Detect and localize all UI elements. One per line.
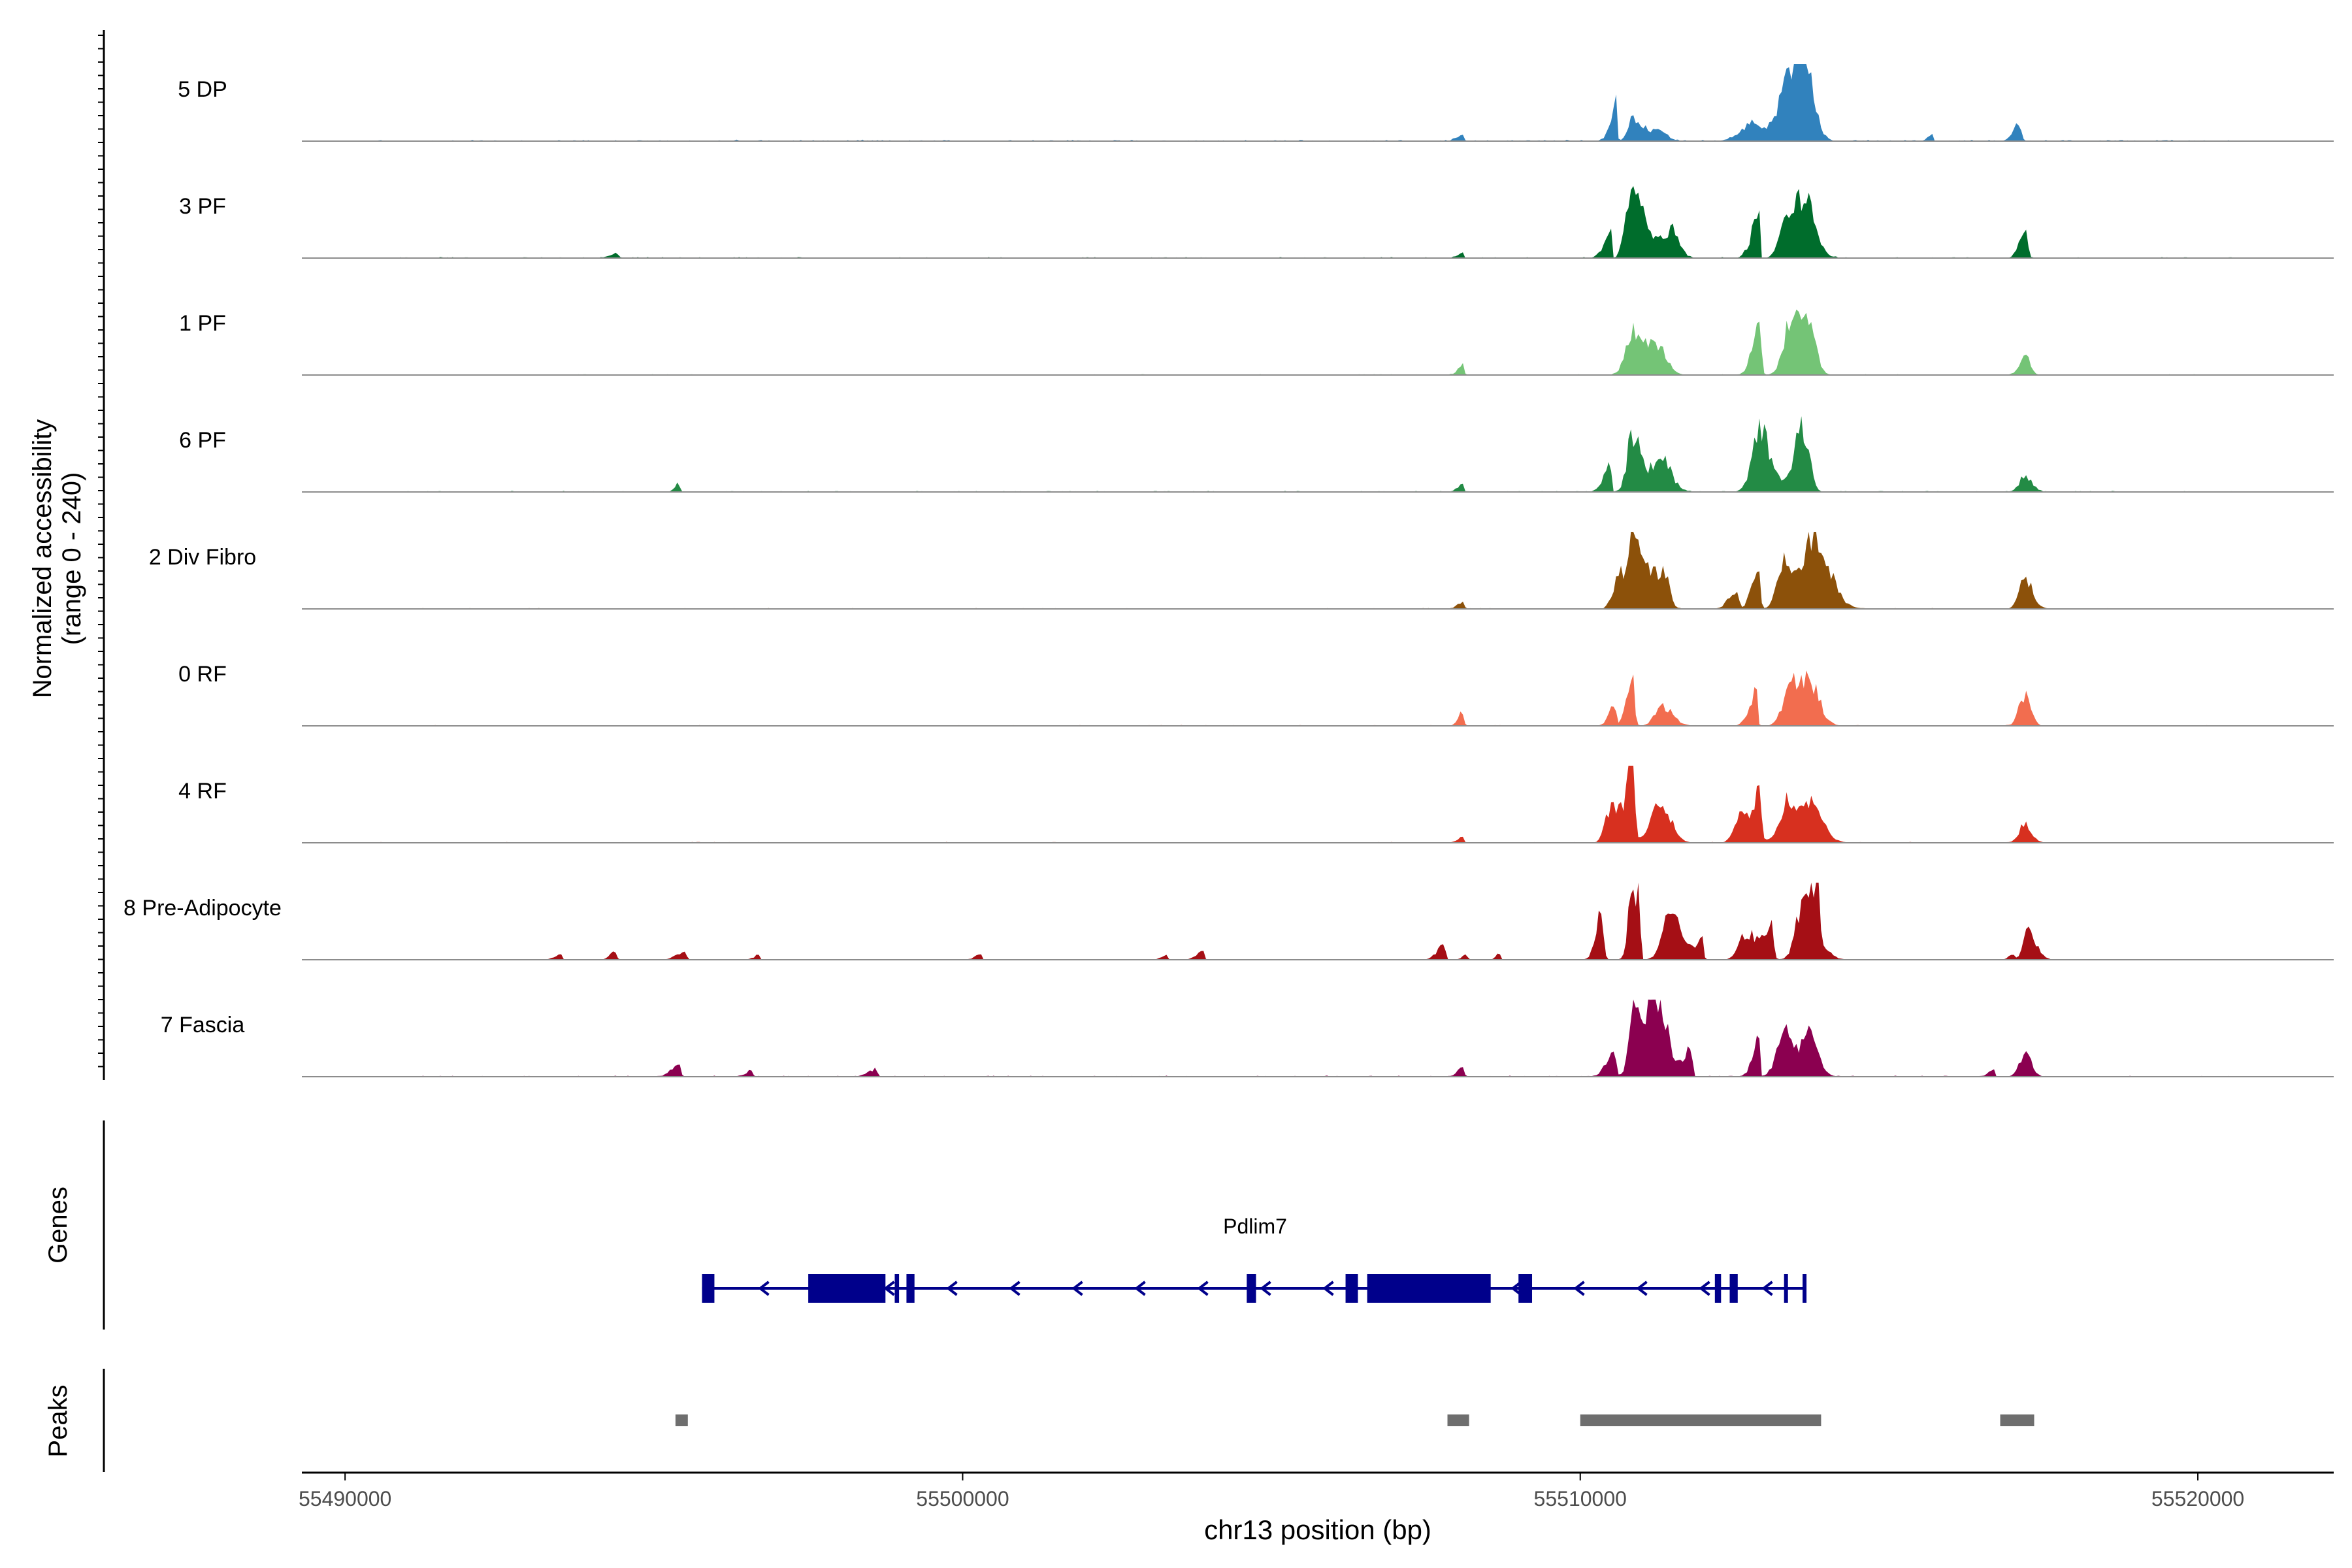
gene-exon: [1803, 1274, 1807, 1303]
strand-arrow: [1260, 1281, 1271, 1296]
track-label: 4 RF: [178, 779, 227, 804]
strand-arrow: [1197, 1281, 1209, 1296]
gene-exon: [1345, 1274, 1358, 1303]
track-1-pf: 1 PF: [179, 309, 2334, 376]
strand-arrow: [1511, 1281, 1522, 1296]
gene-exon: [702, 1274, 715, 1303]
strand-arrow: [1134, 1281, 1146, 1296]
gene-exon: [1784, 1274, 1788, 1303]
track-label: 0 RF: [178, 662, 227, 687]
coverage-area: [376, 416, 2235, 492]
track-label: 3 PF: [179, 194, 226, 219]
strand-arrow: [1636, 1281, 1648, 1296]
strand-arrow: [883, 1281, 895, 1296]
coverage-area: [376, 883, 2235, 960]
coverage-area: [376, 186, 2235, 258]
track-7-fascia: 7 Fascia: [161, 1000, 2334, 1077]
track-4-rf: 4 RF: [178, 766, 2334, 843]
track-label: 7 Fascia: [161, 1013, 245, 1037]
gene-exon: [808, 1274, 886, 1303]
strand-arrow: [1071, 1281, 1083, 1296]
peak-region: [2000, 1414, 2034, 1426]
track-label: 1 PF: [179, 311, 226, 336]
peak-regions: [675, 1414, 2034, 1426]
peaks-panel-label: Peaks: [44, 1384, 73, 1457]
track-label: 5 DP: [178, 77, 227, 102]
strand-arrow: [1573, 1281, 1585, 1296]
gene-exon: [1714, 1274, 1722, 1303]
track-label: 2 Div Fibro: [149, 545, 256, 570]
coverage-area: [376, 532, 2235, 609]
coverage-area: [376, 670, 2235, 726]
coverage-tracks: 5 DP 3 PF 1 PF 6 PF 2 Div Fibro 0 RF 4 RF 8 Pre…: [123, 64, 2334, 1077]
coverage-area: [376, 309, 2235, 375]
x-tick-label: 55510000: [1534, 1487, 1627, 1511]
y-axis-label-line2: (range 0 - 240): [57, 472, 86, 645]
track-3-pf: 3 PF: [179, 186, 2334, 259]
track-0-rf: 0 RF: [178, 662, 2334, 727]
coverage-area: [376, 1000, 2235, 1077]
strand-arrow: [946, 1281, 958, 1296]
track-label: 6 PF: [179, 428, 226, 453]
strand-arrow: [1699, 1281, 1710, 1296]
track-2-div-fibro: 2 Div Fibro: [149, 532, 2334, 610]
x-tick-label: 55490000: [299, 1487, 391, 1511]
x-tick-label: 55500000: [916, 1487, 1009, 1511]
gene-name-label: Pdlim7: [1223, 1215, 1287, 1238]
peak-region: [1447, 1414, 1469, 1426]
coverage-area: [376, 766, 2235, 843]
x-axis-label: chr13 position (bp): [1204, 1514, 1431, 1545]
track-label: 8 Pre-Adipocyte: [123, 896, 282, 921]
gene-exon: [906, 1274, 915, 1303]
strand-arrow: [1009, 1281, 1021, 1296]
y-axis-ticks: [98, 35, 104, 1068]
gene-model: Pdlim7: [702, 1215, 1807, 1303]
x-tick-label: 55520000: [2151, 1487, 2244, 1511]
x-axis-ticks: 55490000 55500000 55510000 55520000: [299, 1473, 2244, 1511]
strand-arrow: [1761, 1281, 1773, 1296]
gene-exon: [1729, 1274, 1738, 1303]
track-8-pre-adipocyte: 8 Pre-Adipocyte: [123, 883, 2334, 960]
strand-arrow: [1322, 1281, 1334, 1296]
gene-exon: [1518, 1274, 1533, 1303]
y-axis-label-line1: Normalized accessibility: [28, 419, 57, 698]
peak-region: [675, 1414, 688, 1426]
gene-exon: [1367, 1274, 1491, 1303]
gene-exon: [1247, 1274, 1256, 1303]
track-5-dp: 5 DP: [178, 64, 2334, 142]
axes: Normalized accessibility (range 0 - 240)…: [28, 30, 2334, 1545]
peak-region: [1580, 1414, 1821, 1426]
track-6-pf: 6 PF: [179, 416, 2334, 493]
genes-panel-label: Genes: [44, 1186, 73, 1264]
gene-exon: [894, 1274, 900, 1303]
strand-arrow: [758, 1281, 770, 1296]
coverage-area: [376, 64, 2235, 141]
